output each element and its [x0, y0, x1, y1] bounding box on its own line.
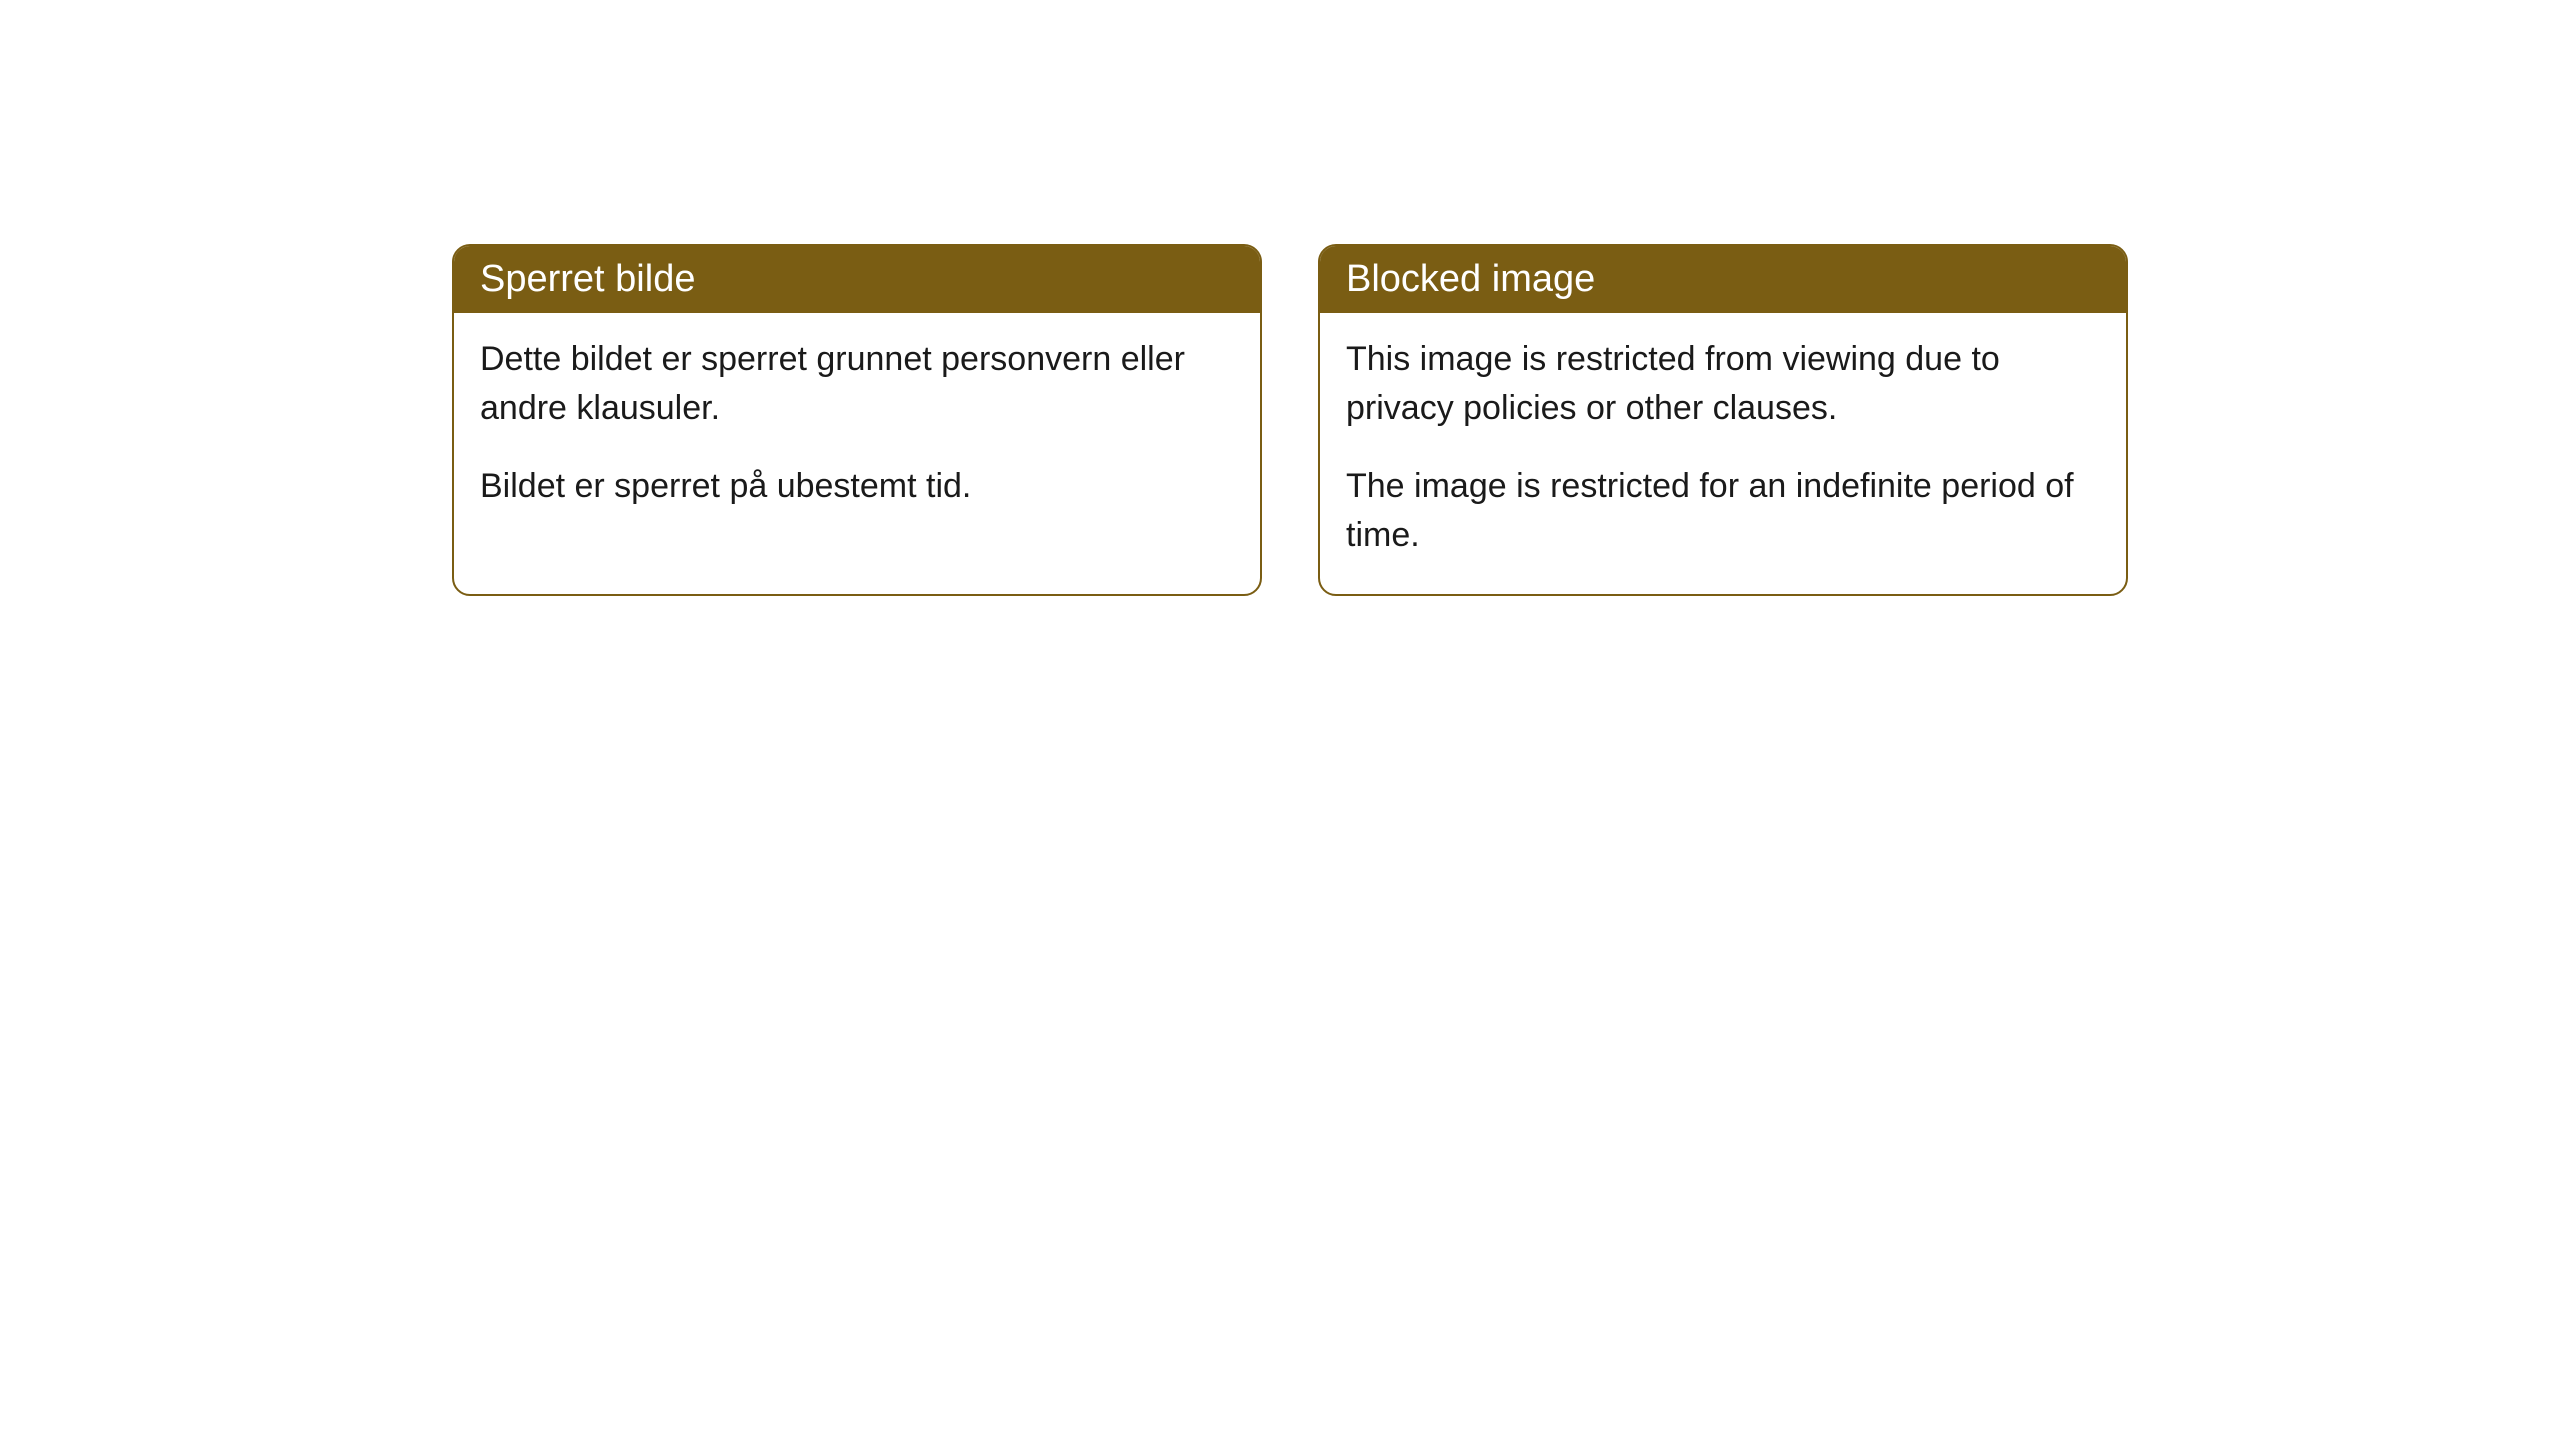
card-body: Dette bildet er sperret grunnet personve…: [454, 313, 1260, 545]
card-paragraph: The image is restricted for an indefinit…: [1346, 462, 2100, 561]
card-header: Sperret bilde: [454, 246, 1260, 313]
card-paragraph: Bildet er sperret på ubestemt tid.: [480, 462, 1234, 511]
card-header: Blocked image: [1320, 246, 2126, 313]
card-body: This image is restricted from viewing du…: [1320, 313, 2126, 594]
blocked-image-card-english: Blocked image This image is restricted f…: [1318, 244, 2128, 596]
card-paragraph: Dette bildet er sperret grunnet personve…: [480, 335, 1234, 434]
card-paragraph: This image is restricted from viewing du…: [1346, 335, 2100, 434]
card-title: Sperret bilde: [480, 258, 695, 300]
cards-container: Sperret bilde Dette bildet er sperret gr…: [452, 244, 2128, 596]
blocked-image-card-norwegian: Sperret bilde Dette bildet er sperret gr…: [452, 244, 1262, 596]
card-title: Blocked image: [1346, 258, 1595, 300]
